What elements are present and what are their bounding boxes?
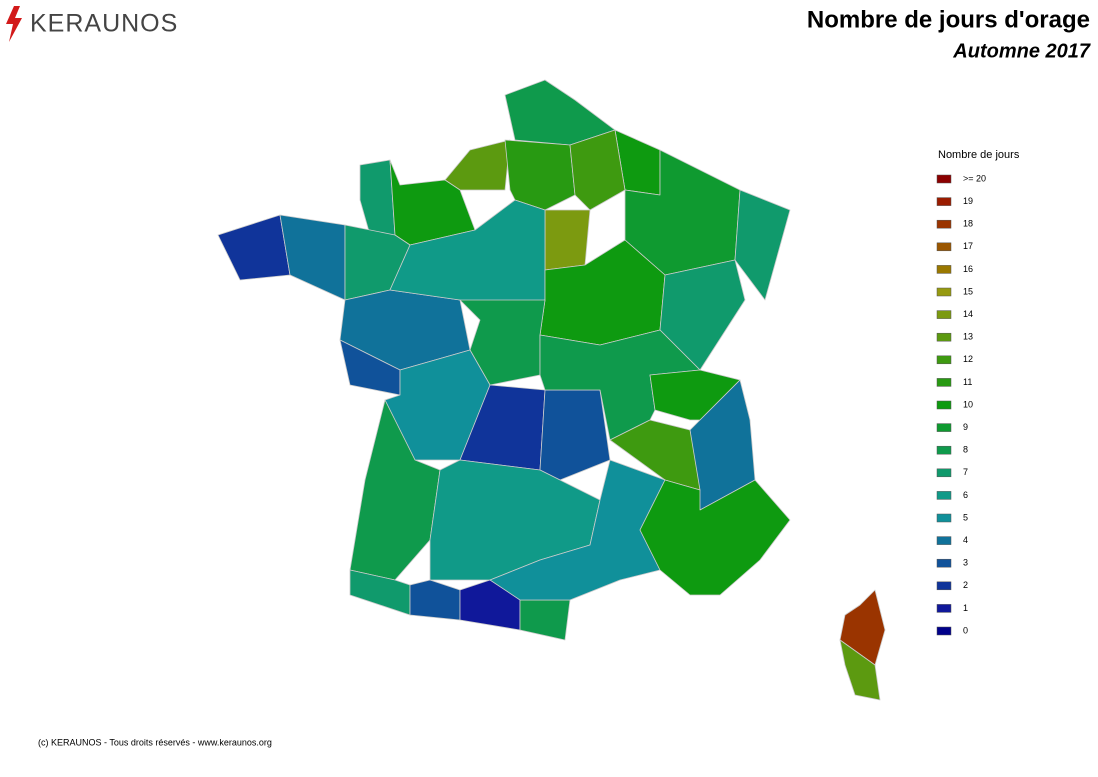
- legend-label: 19: [963, 196, 973, 206]
- legend-label: 4: [963, 535, 968, 545]
- map-region: [359, 159, 396, 236]
- legend-swatch: [936, 491, 952, 500]
- legend-label: 2: [963, 580, 968, 590]
- legend-swatch: [936, 423, 952, 432]
- legend-swatch: [936, 400, 952, 410]
- map-region: [459, 299, 546, 386]
- map-region: [444, 139, 511, 191]
- map-region: [569, 129, 626, 211]
- legend-swatch: [936, 332, 952, 342]
- map-region: [839, 639, 881, 701]
- map-region: [539, 389, 611, 481]
- legend-title: Nombre de jours: [938, 149, 1020, 161]
- legend-label: 11: [963, 377, 972, 387]
- legend-label: 14: [963, 309, 973, 319]
- legend-swatch: [936, 626, 952, 636]
- legend-label: >= 20: [963, 173, 986, 183]
- legend-swatch: [936, 219, 952, 229]
- legend-label: 9: [963, 422, 968, 432]
- map-region: [539, 329, 701, 441]
- subtitle: Automne 2017: [952, 40, 1091, 62]
- legend-label: 16: [963, 264, 973, 274]
- legend-label: 5: [963, 512, 968, 522]
- map-region: [279, 214, 346, 301]
- map-region: [519, 599, 571, 641]
- footer: (c) KERAUNOS - Tous droits réservés - ww…: [38, 737, 272, 747]
- legend-swatch: [936, 242, 952, 252]
- logo-text: KERAUNOS: [30, 10, 178, 38]
- map: [217, 79, 886, 701]
- legend-label: 3: [963, 558, 968, 568]
- legend-swatch: [936, 265, 952, 274]
- legend-label: 18: [963, 219, 973, 229]
- legend-swatch: [936, 174, 952, 184]
- legend-swatch: [936, 468, 952, 478]
- legend-swatch: [936, 287, 952, 297]
- title: Nombre de jours d'orage: [807, 6, 1090, 33]
- logo-bolt: [6, 6, 22, 42]
- legend-swatch: [936, 558, 952, 568]
- legend-label: 17: [963, 241, 973, 251]
- map-region: [349, 569, 411, 616]
- legend-label: 7: [963, 467, 968, 477]
- legend-swatch: [936, 378, 952, 387]
- legend-label: 1: [963, 603, 968, 613]
- map-region: [639, 479, 791, 596]
- legend-label: 6: [963, 490, 968, 500]
- legend-swatch: [936, 445, 952, 455]
- legend-label: 12: [963, 354, 973, 364]
- legend-label: 15: [963, 286, 973, 296]
- legend-label: 0: [963, 625, 968, 635]
- legend-swatch: [936, 513, 952, 523]
- legend-swatch: [936, 581, 952, 591]
- legend-label: 8: [963, 445, 968, 455]
- legend-swatch: [936, 197, 952, 206]
- legend-label: 13: [963, 332, 973, 342]
- map-region: [409, 579, 461, 621]
- map-region: [544, 209, 591, 271]
- map-region: [734, 189, 791, 301]
- map-region: [384, 349, 491, 461]
- map-region: [659, 259, 746, 371]
- legend-label: 10: [963, 399, 973, 409]
- legend-swatch: [936, 604, 952, 613]
- map-region: [217, 214, 291, 281]
- legend-swatch: [936, 310, 952, 319]
- map-region: [349, 399, 441, 581]
- legend-swatch: [936, 355, 952, 365]
- map-region: [504, 139, 576, 211]
- legend-swatch: [936, 536, 952, 545]
